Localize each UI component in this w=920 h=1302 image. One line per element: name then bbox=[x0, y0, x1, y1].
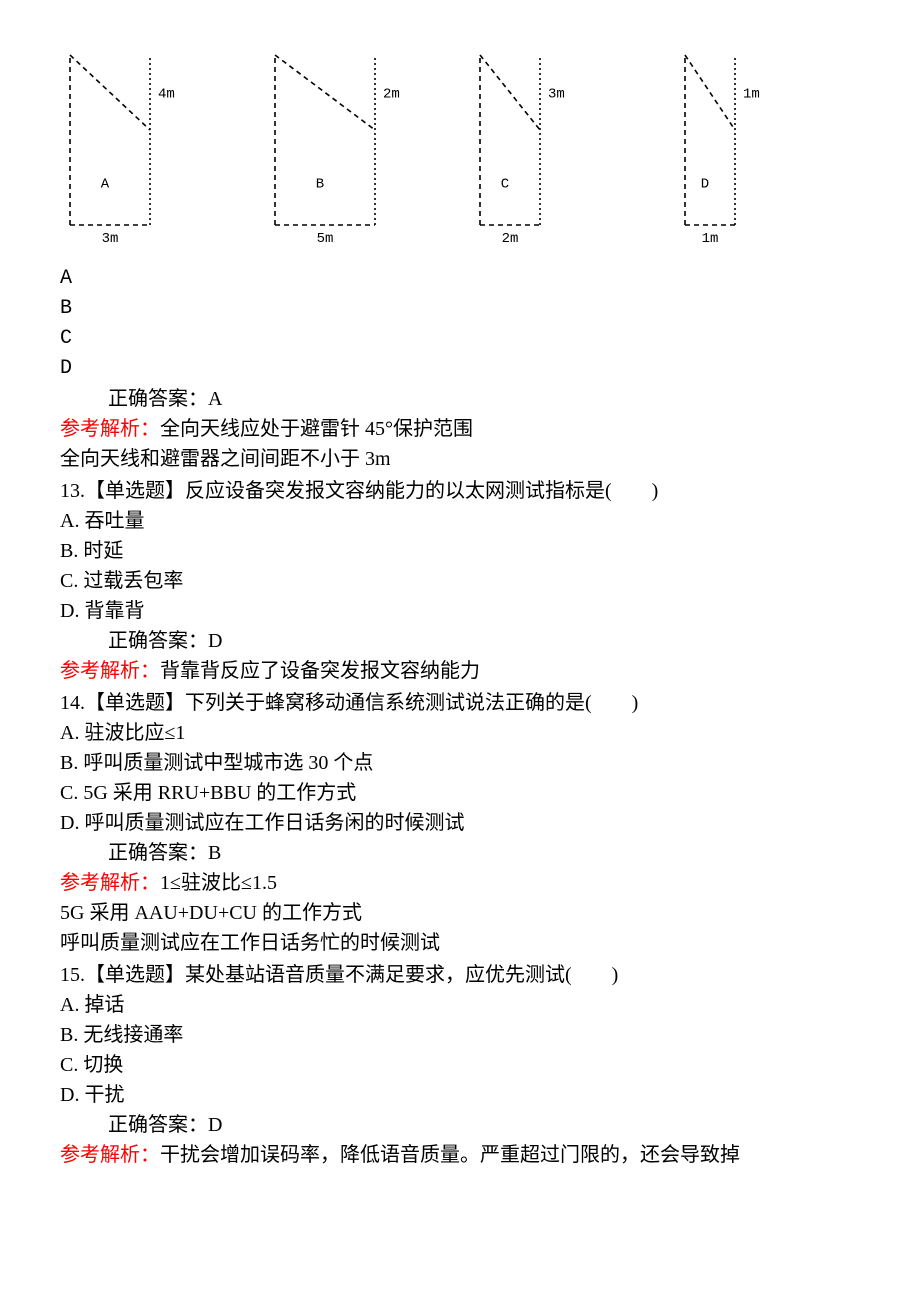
explanation-13: 参考解析：背靠背反应了设备突发报文容纳能力 bbox=[60, 656, 860, 686]
svg-text:B: B bbox=[316, 177, 324, 193]
diagram-b: B 2m 5m bbox=[265, 40, 450, 254]
q15-stem: 15.【单选题】某处基站语音质量不满足要求，应优先测试( ) bbox=[60, 960, 860, 990]
svg-text:1m: 1m bbox=[743, 87, 760, 103]
diagram-c: C 3m 2m bbox=[470, 40, 655, 254]
q14-option-a: A. 驻波比应≤1 bbox=[60, 718, 860, 748]
explanation-14-line2: 5G 采用 AAU+DU+CU 的工作方式 bbox=[60, 898, 860, 928]
explanation-label: 参考解析： bbox=[60, 660, 160, 682]
svg-text:4m: 4m bbox=[158, 87, 175, 103]
option-c: C bbox=[60, 324, 860, 354]
svg-text:5m: 5m bbox=[317, 231, 334, 245]
option-d: D bbox=[60, 354, 860, 384]
svg-text:1m: 1m bbox=[702, 231, 719, 245]
q15-option-b: B. 无线接通率 bbox=[60, 1020, 860, 1050]
explanation-15: 参考解析：干扰会增加误码率，降低语音质量。严重超过门限的，还会导致掉 bbox=[60, 1140, 860, 1170]
answer-label: 正确答案： bbox=[108, 630, 208, 652]
answer-label: 正确答案： bbox=[108, 1114, 208, 1136]
answer-14: 正确答案：B bbox=[60, 838, 860, 868]
answer-label: 正确答案： bbox=[108, 388, 208, 410]
explanation-text: 背靠背反应了设备突发报文容纳能力 bbox=[160, 660, 480, 682]
q14-stem: 14.【单选题】下列关于蜂窝移动通信系统测试说法正确的是( ) bbox=[60, 688, 860, 718]
explanation-14-line1: 参考解析：1≤驻波比≤1.5 bbox=[60, 868, 860, 898]
explanation-14-line3: 呼叫质量测试应在工作日话务忙的时候测试 bbox=[60, 928, 860, 958]
answer-value: A bbox=[208, 388, 222, 410]
q14-option-c: C. 5G 采用 RRU+BBU 的工作方式 bbox=[60, 778, 860, 808]
q13-option-b: B. 时延 bbox=[60, 536, 860, 566]
answer-label: 正确答案： bbox=[108, 842, 208, 864]
svg-text:2m: 2m bbox=[383, 87, 400, 103]
q13-option-d: D. 背靠背 bbox=[60, 596, 860, 626]
answer-13: 正确答案：D bbox=[60, 626, 860, 656]
explanation-text: 全向天线应处于避雷针 45°保护范围 bbox=[160, 418, 473, 440]
answer-value: D bbox=[208, 630, 222, 652]
answer-15: 正确答案：D bbox=[60, 1110, 860, 1140]
q13-option-c: C. 过载丢包率 bbox=[60, 566, 860, 596]
q15-option-d: D. 干扰 bbox=[60, 1080, 860, 1110]
svg-text:3m: 3m bbox=[102, 231, 119, 245]
q14-option-b: B. 呼叫质量测试中型城市选 30 个点 bbox=[60, 748, 860, 778]
answer-value: B bbox=[208, 842, 221, 864]
option-b: B bbox=[60, 294, 860, 324]
svg-text:2m: 2m bbox=[502, 231, 519, 245]
explanation-label: 参考解析： bbox=[60, 1144, 160, 1166]
q15-option-c: C. 切换 bbox=[60, 1050, 860, 1080]
explanation-label: 参考解析： bbox=[60, 418, 160, 440]
diagrams-row: A 4m 3m B 2m 5m C 3m 2m D 1m 1m bbox=[60, 40, 860, 254]
q13-option-a: A. 吞吐量 bbox=[60, 506, 860, 536]
explanation-12-line1: 参考解析：全向天线应处于避雷针 45°保护范围 bbox=[60, 414, 860, 444]
svg-text:D: D bbox=[701, 177, 709, 193]
diagram-d: D 1m 1m bbox=[675, 40, 860, 254]
q15-option-a: A. 掉话 bbox=[60, 990, 860, 1020]
answer-12: 正确答案：A bbox=[60, 384, 860, 414]
option-a: A bbox=[60, 264, 860, 294]
q13-stem: 13.【单选题】反应设备突发报文容纳能力的以太网测试指标是( ) bbox=[60, 476, 860, 506]
svg-text:3m: 3m bbox=[548, 87, 565, 103]
q14-option-d: D. 呼叫质量测试应在工作日话务闲的时候测试 bbox=[60, 808, 860, 838]
svg-text:A: A bbox=[101, 177, 110, 193]
svg-text:C: C bbox=[501, 177, 509, 193]
explanation-12-line2: 全向天线和避雷器之间间距不小于 3m bbox=[60, 444, 860, 474]
diagram-a: A 4m 3m bbox=[60, 40, 245, 254]
explanation-text: 干扰会增加误码率，降低语音质量。严重超过门限的，还会导致掉 bbox=[160, 1144, 740, 1166]
answer-value: D bbox=[208, 1114, 222, 1136]
explanation-text: 1≤驻波比≤1.5 bbox=[160, 872, 277, 894]
explanation-label: 参考解析： bbox=[60, 872, 160, 894]
